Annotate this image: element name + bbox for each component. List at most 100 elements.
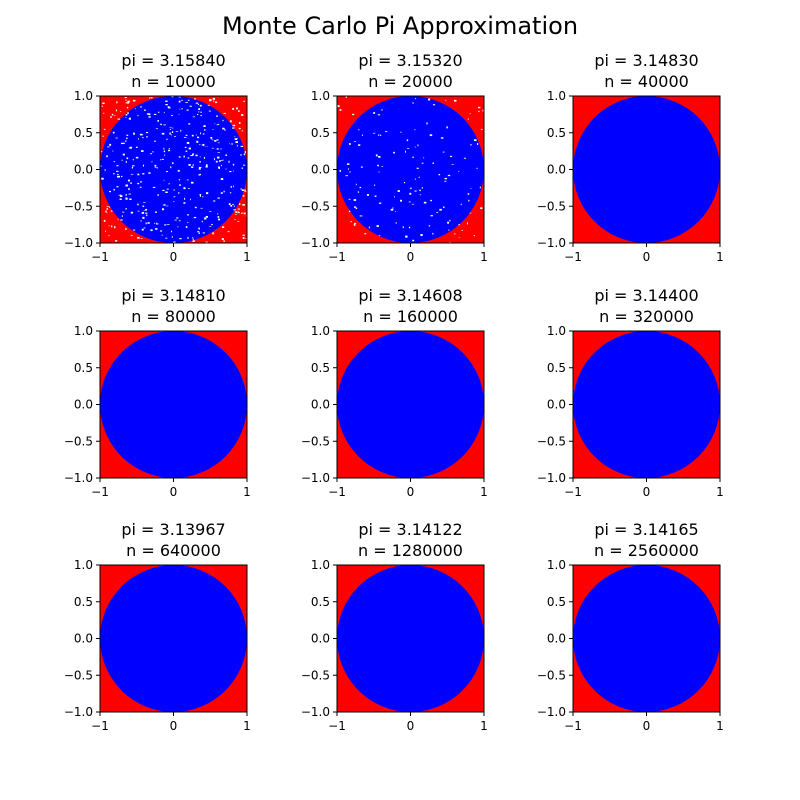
gap-mark <box>187 214 189 216</box>
y-tick-label: 0.0 <box>74 398 93 412</box>
gap-mark <box>127 112 129 115</box>
subplot-1: pi = 3.15840 n = 10000 −1 0 1 −1.0 −0.5 0.0 0.5 1… <box>64 51 251 264</box>
gap-mark <box>458 237 460 238</box>
gap-mark <box>353 141 356 142</box>
y-tick-label: 1.0 <box>74 324 93 338</box>
gap-mark <box>142 216 145 219</box>
gap-mark <box>234 219 236 221</box>
gap-mark <box>184 197 186 200</box>
subplot-title-n: n = 160000 <box>363 307 458 326</box>
gap-mark <box>203 156 206 159</box>
gap-mark <box>154 167 157 168</box>
gap-mark <box>161 234 164 236</box>
gap-mark <box>348 168 350 170</box>
gap-mark <box>173 189 176 191</box>
gap-mark <box>119 198 122 200</box>
plot-area <box>100 565 247 712</box>
subplot-title-pi: pi = 3.14122 <box>358 520 462 539</box>
gap-mark <box>220 178 224 181</box>
gap-mark <box>119 111 122 112</box>
gap-mark <box>127 179 130 182</box>
gap-mark <box>230 185 232 188</box>
gap-mark <box>444 99 447 101</box>
gap-mark <box>148 172 151 174</box>
y-tick-label: 1.0 <box>74 558 93 572</box>
gap-mark <box>205 164 208 167</box>
gap-mark <box>357 144 361 146</box>
gap-mark <box>360 166 363 168</box>
gap-mark <box>447 174 451 177</box>
gap-mark <box>114 226 116 229</box>
gap-mark <box>221 159 223 161</box>
gap-mark <box>421 234 422 237</box>
gap-mark <box>153 113 157 115</box>
gap-mark <box>213 200 216 202</box>
gap-mark <box>165 138 168 140</box>
gap-mark <box>184 146 187 149</box>
gap-mark <box>237 221 240 222</box>
x-tick-label: 1 <box>480 250 488 264</box>
gap-mark <box>151 161 153 163</box>
gap-mark <box>140 106 142 108</box>
gap-mark <box>183 187 186 190</box>
gap-mark <box>205 192 209 195</box>
gap-mark <box>147 222 150 224</box>
gap-mark <box>130 211 134 214</box>
gap-mark <box>229 143 231 145</box>
gap-mark <box>181 99 183 101</box>
y-tick-label: 0.5 <box>547 595 566 609</box>
gap-mark <box>173 241 176 243</box>
gap-mark <box>165 191 168 193</box>
gap-mark <box>154 222 156 224</box>
gap-mark <box>120 194 122 197</box>
gap-mark <box>113 189 115 191</box>
gap-mark <box>117 175 119 178</box>
y-tick-label: 0.5 <box>547 126 566 140</box>
gap-mark <box>186 109 189 111</box>
gap-mark <box>126 134 129 136</box>
gap-mark <box>120 195 123 198</box>
gap-mark <box>161 159 164 160</box>
gap-mark <box>430 199 432 202</box>
y-tick-label: −0.5 <box>537 668 566 682</box>
gap-mark <box>101 177 104 180</box>
x-tick-label: −1 <box>91 719 109 733</box>
gap-mark <box>368 226 370 229</box>
gap-mark <box>412 239 415 242</box>
gap-mark <box>166 224 170 225</box>
gap-mark <box>227 231 230 233</box>
gap-mark <box>137 236 140 239</box>
gap-mark <box>381 109 383 111</box>
gap-mark <box>407 148 410 149</box>
y-tick-label: −0.5 <box>64 199 93 213</box>
gap-mark <box>364 233 367 235</box>
gap-mark <box>400 131 402 133</box>
gap-mark <box>242 204 245 206</box>
gap-mark <box>395 222 397 224</box>
gap-mark <box>209 211 212 212</box>
gap-mark <box>236 107 238 110</box>
gap-mark <box>216 124 219 126</box>
gap-mark <box>339 169 341 172</box>
gap-mark <box>137 210 140 212</box>
gap-mark <box>350 221 352 223</box>
gap-mark <box>187 157 190 159</box>
subplot-title-n: n = 2560000 <box>594 541 699 560</box>
gap-mark <box>177 170 180 172</box>
gap-mark <box>170 134 172 136</box>
gap-mark <box>359 215 363 217</box>
gap-mark <box>411 203 415 205</box>
y-tick-label: 0.0 <box>547 163 566 177</box>
gap-mark <box>125 99 127 102</box>
gap-mark <box>381 166 384 167</box>
gap-mark <box>385 131 388 133</box>
gap-mark <box>177 226 179 228</box>
gap-mark <box>146 113 149 115</box>
gap-mark <box>223 240 225 243</box>
gap-mark <box>233 164 235 166</box>
gap-mark <box>132 159 134 161</box>
gap-mark <box>133 132 135 135</box>
inside-points <box>573 331 720 478</box>
gap-mark <box>191 134 194 137</box>
gap-mark <box>476 167 478 169</box>
